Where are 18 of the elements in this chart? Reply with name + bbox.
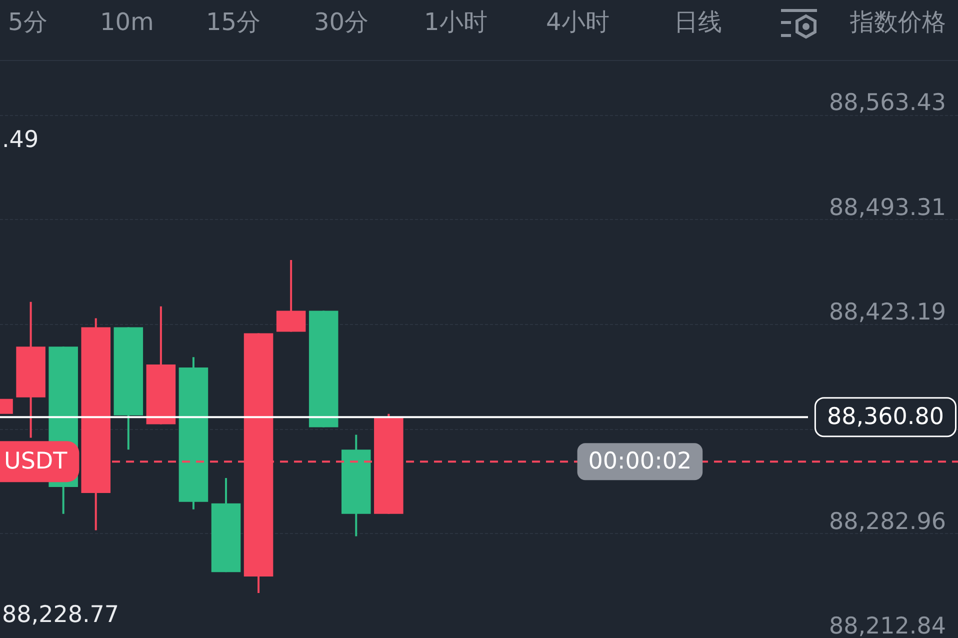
y-tick-label: 88,423.19: [828, 299, 946, 326]
annotation: 88,228.77: [2, 602, 120, 628]
text: 30分: [314, 7, 369, 38]
y-tick-label: 88,493.31: [828, 194, 946, 221]
annotation: USDT: [4, 448, 68, 475]
text: 日线: [674, 7, 722, 38]
text: 10m: [100, 7, 154, 38]
text: 5分: [8, 7, 48, 38]
text: 4小时: [546, 7, 610, 38]
text: 1小时: [424, 7, 488, 38]
y-tick-label: 88,212.84: [828, 614, 946, 638]
text: 指数价格: [850, 7, 946, 38]
ref-line-label: 88,360.80: [826, 404, 944, 430]
y-tick-label: 88,282.96: [828, 508, 946, 535]
y-tick-label: 88,563.43: [828, 90, 946, 116]
annotation: .49: [2, 127, 39, 153]
text: 15分: [206, 7, 261, 38]
annotation: 00:00:02: [588, 448, 692, 475]
